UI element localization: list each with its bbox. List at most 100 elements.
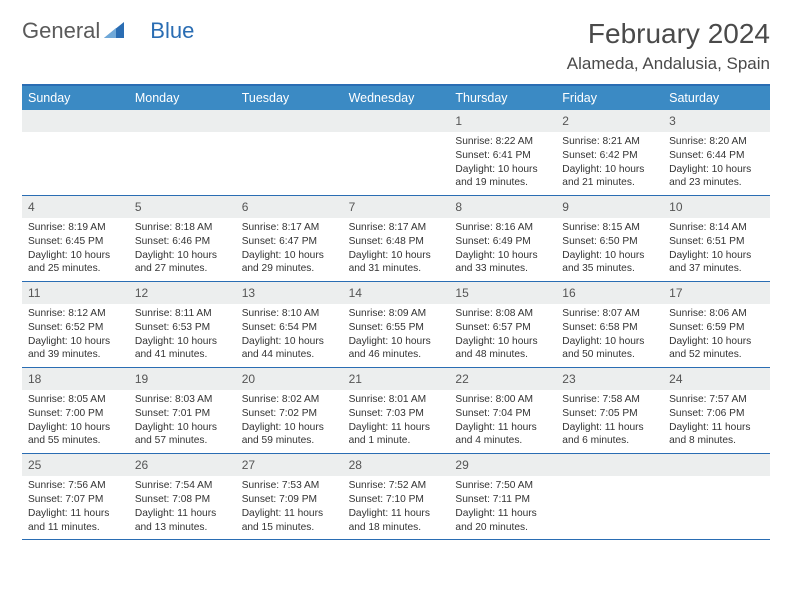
- day-number: 26: [129, 454, 236, 476]
- calendar-cell: 23Sunrise: 7:58 AMSunset: 7:05 PMDayligh…: [556, 368, 663, 453]
- calendar-cell: 5Sunrise: 8:18 AMSunset: 6:46 PMDaylight…: [129, 196, 236, 281]
- day-number: 18: [22, 368, 129, 390]
- day-number: 23: [556, 368, 663, 390]
- calendar-cell: 13Sunrise: 8:10 AMSunset: 6:54 PMDayligh…: [236, 282, 343, 367]
- day-number: [343, 110, 450, 132]
- day-details: Sunrise: 8:18 AMSunset: 6:46 PMDaylight:…: [129, 218, 236, 281]
- sunset-text: Sunset: 6:47 PM: [242, 235, 337, 249]
- calendar-cell: 19Sunrise: 8:03 AMSunset: 7:01 PMDayligh…: [129, 368, 236, 453]
- day-details: Sunrise: 8:16 AMSunset: 6:49 PMDaylight:…: [449, 218, 556, 281]
- calendar-cell: 2Sunrise: 8:21 AMSunset: 6:42 PMDaylight…: [556, 110, 663, 195]
- day-details: Sunrise: 7:57 AMSunset: 7:06 PMDaylight:…: [663, 390, 770, 453]
- day-details: Sunrise: 7:56 AMSunset: 7:07 PMDaylight:…: [22, 476, 129, 539]
- sunset-text: Sunset: 6:51 PM: [669, 235, 764, 249]
- calendar-cell: 9Sunrise: 8:15 AMSunset: 6:50 PMDaylight…: [556, 196, 663, 281]
- daylight-text: Daylight: 10 hours and 39 minutes.: [28, 335, 123, 363]
- sunrise-text: Sunrise: 7:57 AM: [669, 393, 764, 407]
- day-number: 27: [236, 454, 343, 476]
- day-details: Sunrise: 8:09 AMSunset: 6:55 PMDaylight:…: [343, 304, 450, 367]
- sunset-text: Sunset: 6:52 PM: [28, 321, 123, 335]
- calendar-week-row: 11Sunrise: 8:12 AMSunset: 6:52 PMDayligh…: [22, 282, 770, 368]
- daylight-text: Daylight: 10 hours and 31 minutes.: [349, 249, 444, 277]
- sunset-text: Sunset: 6:58 PM: [562, 321, 657, 335]
- sunrise-text: Sunrise: 8:00 AM: [455, 393, 550, 407]
- daylight-text: Daylight: 11 hours and 13 minutes.: [135, 507, 230, 535]
- sunset-text: Sunset: 6:46 PM: [135, 235, 230, 249]
- sunset-text: Sunset: 6:57 PM: [455, 321, 550, 335]
- daylight-text: Daylight: 11 hours and 1 minute.: [349, 421, 444, 449]
- weekday-header: Friday: [556, 86, 663, 110]
- sunset-text: Sunset: 7:01 PM: [135, 407, 230, 421]
- sunset-text: Sunset: 7:02 PM: [242, 407, 337, 421]
- title-block: February 2024 Alameda, Andalusia, Spain: [567, 18, 770, 74]
- daylight-text: Daylight: 10 hours and 46 minutes.: [349, 335, 444, 363]
- day-details: Sunrise: 8:21 AMSunset: 6:42 PMDaylight:…: [556, 132, 663, 195]
- weekday-header: Tuesday: [236, 86, 343, 110]
- day-number: 25: [22, 454, 129, 476]
- day-number: 7: [343, 196, 450, 218]
- sunset-text: Sunset: 7:07 PM: [28, 493, 123, 507]
- calendar-cell: 3Sunrise: 8:20 AMSunset: 6:44 PMDaylight…: [663, 110, 770, 195]
- day-details: Sunrise: 8:19 AMSunset: 6:45 PMDaylight:…: [22, 218, 129, 281]
- calendar-cell: 18Sunrise: 8:05 AMSunset: 7:00 PMDayligh…: [22, 368, 129, 453]
- day-number: 17: [663, 282, 770, 304]
- calendar-cell: [22, 110, 129, 195]
- calendar-cell: 8Sunrise: 8:16 AMSunset: 6:49 PMDaylight…: [449, 196, 556, 281]
- day-details: Sunrise: 8:00 AMSunset: 7:04 PMDaylight:…: [449, 390, 556, 453]
- weekday-header: Thursday: [449, 86, 556, 110]
- sunset-text: Sunset: 7:09 PM: [242, 493, 337, 507]
- daylight-text: Daylight: 10 hours and 23 minutes.: [669, 163, 764, 191]
- page-title: February 2024: [567, 18, 770, 50]
- daylight-text: Daylight: 10 hours and 44 minutes.: [242, 335, 337, 363]
- day-number: 4: [22, 196, 129, 218]
- day-details: Sunrise: 8:14 AMSunset: 6:51 PMDaylight:…: [663, 218, 770, 281]
- sunrise-text: Sunrise: 7:50 AM: [455, 479, 550, 493]
- weekday-header: Monday: [129, 86, 236, 110]
- sunrise-text: Sunrise: 7:54 AM: [135, 479, 230, 493]
- sunset-text: Sunset: 7:05 PM: [562, 407, 657, 421]
- sunrise-text: Sunrise: 8:09 AM: [349, 307, 444, 321]
- calendar-cell: 14Sunrise: 8:09 AMSunset: 6:55 PMDayligh…: [343, 282, 450, 367]
- calendar-cell: 21Sunrise: 8:01 AMSunset: 7:03 PMDayligh…: [343, 368, 450, 453]
- sunset-text: Sunset: 6:44 PM: [669, 149, 764, 163]
- sunrise-text: Sunrise: 8:21 AM: [562, 135, 657, 149]
- day-number: 15: [449, 282, 556, 304]
- sunrise-text: Sunrise: 8:20 AM: [669, 135, 764, 149]
- sunset-text: Sunset: 6:41 PM: [455, 149, 550, 163]
- sunrise-text: Sunrise: 8:18 AM: [135, 221, 230, 235]
- calendar-cell: 10Sunrise: 8:14 AMSunset: 6:51 PMDayligh…: [663, 196, 770, 281]
- daylight-text: Daylight: 10 hours and 59 minutes.: [242, 421, 337, 449]
- calendar-cell: 1Sunrise: 8:22 AMSunset: 6:41 PMDaylight…: [449, 110, 556, 195]
- day-number: 8: [449, 196, 556, 218]
- sunset-text: Sunset: 7:00 PM: [28, 407, 123, 421]
- calendar-cell: 11Sunrise: 8:12 AMSunset: 6:52 PMDayligh…: [22, 282, 129, 367]
- calendar-table: SundayMondayTuesdayWednesdayThursdayFrid…: [22, 84, 770, 540]
- daylight-text: Daylight: 11 hours and 8 minutes.: [669, 421, 764, 449]
- day-details: Sunrise: 8:02 AMSunset: 7:02 PMDaylight:…: [236, 390, 343, 453]
- calendar-cell: 17Sunrise: 8:06 AMSunset: 6:59 PMDayligh…: [663, 282, 770, 367]
- day-number: 14: [343, 282, 450, 304]
- calendar-cell: 26Sunrise: 7:54 AMSunset: 7:08 PMDayligh…: [129, 454, 236, 539]
- day-details: Sunrise: 7:53 AMSunset: 7:09 PMDaylight:…: [236, 476, 343, 539]
- calendar-cell: [129, 110, 236, 195]
- sunset-text: Sunset: 6:42 PM: [562, 149, 657, 163]
- calendar-cell: 25Sunrise: 7:56 AMSunset: 7:07 PMDayligh…: [22, 454, 129, 539]
- day-details: Sunrise: 7:52 AMSunset: 7:10 PMDaylight:…: [343, 476, 450, 539]
- logo-text-blue: Blue: [150, 18, 194, 44]
- day-number: 24: [663, 368, 770, 390]
- weekday-header: Sunday: [22, 86, 129, 110]
- calendar-week-row: 4Sunrise: 8:19 AMSunset: 6:45 PMDaylight…: [22, 196, 770, 282]
- weekday-header: Saturday: [663, 86, 770, 110]
- sunrise-text: Sunrise: 8:12 AM: [28, 307, 123, 321]
- sunrise-text: Sunrise: 7:56 AM: [28, 479, 123, 493]
- calendar-cell: 6Sunrise: 8:17 AMSunset: 6:47 PMDaylight…: [236, 196, 343, 281]
- sunrise-text: Sunrise: 8:03 AM: [135, 393, 230, 407]
- day-details: Sunrise: 8:12 AMSunset: 6:52 PMDaylight:…: [22, 304, 129, 367]
- daylight-text: Daylight: 11 hours and 11 minutes.: [28, 507, 123, 535]
- day-details: Sunrise: 8:11 AMSunset: 6:53 PMDaylight:…: [129, 304, 236, 367]
- day-number: 19: [129, 368, 236, 390]
- sunrise-text: Sunrise: 7:53 AM: [242, 479, 337, 493]
- calendar-cell: 15Sunrise: 8:08 AMSunset: 6:57 PMDayligh…: [449, 282, 556, 367]
- daylight-text: Daylight: 10 hours and 37 minutes.: [669, 249, 764, 277]
- calendar-cell: 27Sunrise: 7:53 AMSunset: 7:09 PMDayligh…: [236, 454, 343, 539]
